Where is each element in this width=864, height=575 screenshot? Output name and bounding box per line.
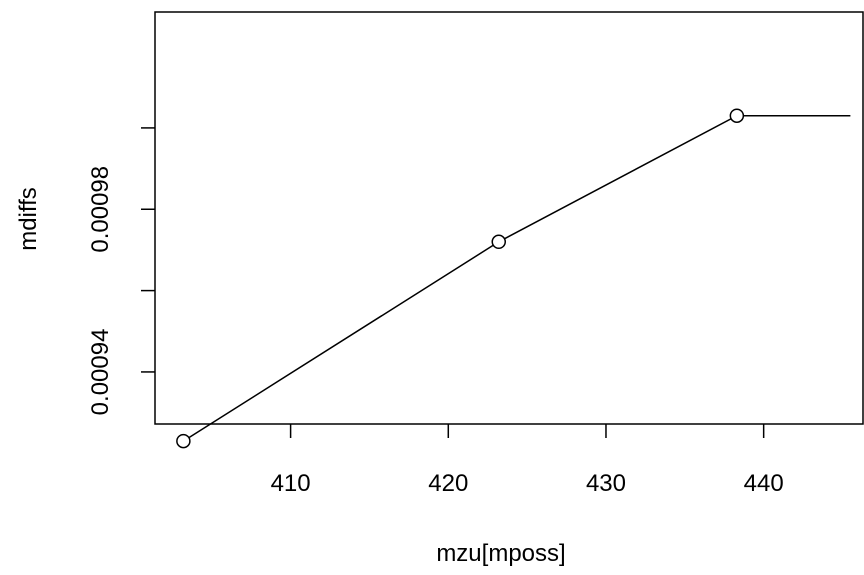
y-axis: 0.00094 0.00098 (87, 127, 155, 416)
y-tick-label: 0.00098 (87, 166, 114, 253)
y-tick-label: 0.00094 (87, 329, 114, 416)
series-line (182, 114, 851, 442)
x-axis: 410 420 430 440 (271, 424, 784, 497)
data-point-marker (176, 433, 191, 449)
data-point-marker (491, 234, 507, 250)
x-axis-title: mzu[mposs] (436, 540, 565, 567)
x-tick-label: 410 (271, 470, 311, 497)
plot-frame (154, 11, 864, 425)
x-tick-label: 430 (586, 470, 626, 497)
series-layer (176, 108, 851, 449)
data-point-marker (729, 108, 745, 123)
x-tick-label: 420 (428, 470, 468, 497)
x-tick-label: 440 (744, 470, 784, 497)
y-axis-title: mdiffs (15, 187, 42, 251)
plot-box (154, 11, 864, 425)
